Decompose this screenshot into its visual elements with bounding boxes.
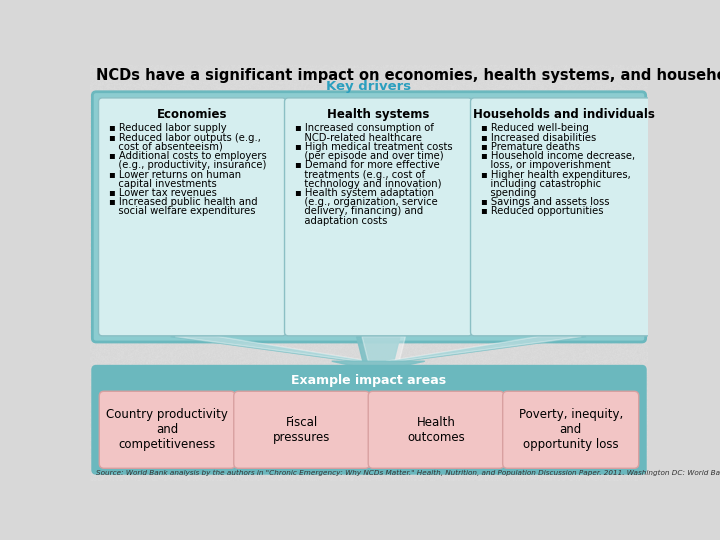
Text: ▪ Lower tax revenues: ▪ Lower tax revenues — [109, 188, 217, 198]
Text: Households and individuals: Households and individuals — [473, 108, 655, 121]
Text: ▪ Additional costs to employers: ▪ Additional costs to employers — [109, 151, 266, 161]
Text: Key drivers: Key drivers — [326, 80, 412, 93]
Text: ▪ Demand for more effective: ▪ Demand for more effective — [294, 160, 439, 170]
Text: adaptation costs: adaptation costs — [294, 215, 387, 226]
Text: ▪ Reduced labor supply: ▪ Reduced labor supply — [109, 123, 226, 133]
Text: including catastrophic: including catastrophic — [481, 179, 600, 189]
Text: NCD-related healthcare: NCD-related healthcare — [294, 132, 422, 143]
Text: ▪ Increased disabilities: ▪ Increased disabilities — [481, 132, 596, 143]
Polygon shape — [356, 336, 400, 361]
Polygon shape — [386, 336, 581, 361]
Text: ▪ Savings and assets loss: ▪ Savings and assets loss — [481, 197, 609, 207]
Text: NCDs have a significant impact on economies, health systems, and households: NCDs have a significant impact on econom… — [96, 68, 720, 83]
Text: Fiscal
pressures: Fiscal pressures — [273, 416, 330, 444]
Text: ▪ Lower returns on human: ▪ Lower returns on human — [109, 170, 240, 179]
Polygon shape — [175, 336, 371, 361]
Text: Example impact areas: Example impact areas — [292, 374, 446, 387]
Text: treatments (e.g., cost of: treatments (e.g., cost of — [294, 170, 425, 179]
FancyBboxPatch shape — [92, 92, 646, 342]
Text: ▪ Household income decrease,: ▪ Household income decrease, — [481, 151, 635, 161]
Polygon shape — [332, 361, 425, 372]
Text: ▪ Increased public health and: ▪ Increased public health and — [109, 197, 257, 207]
Text: ▪ Higher health expenditures,: ▪ Higher health expenditures, — [481, 170, 630, 179]
FancyBboxPatch shape — [92, 366, 646, 474]
Text: ▪ High medical treatment costs: ▪ High medical treatment costs — [294, 142, 452, 152]
Text: ▪ Reduced opportunities: ▪ Reduced opportunities — [481, 206, 603, 217]
FancyBboxPatch shape — [503, 392, 639, 468]
Text: spending: spending — [481, 188, 536, 198]
Text: social welfare expenditures: social welfare expenditures — [109, 206, 255, 217]
Text: ▪ Reduced well-being: ▪ Reduced well-being — [481, 123, 588, 133]
FancyBboxPatch shape — [99, 392, 235, 468]
Text: (e.g., productivity, insurance): (e.g., productivity, insurance) — [109, 160, 266, 170]
Polygon shape — [391, 336, 586, 361]
Text: ▪ Premature deaths: ▪ Premature deaths — [481, 142, 580, 152]
Text: loss, or impoverishment: loss, or impoverishment — [481, 160, 611, 170]
Text: Health systems: Health systems — [327, 108, 430, 121]
FancyBboxPatch shape — [368, 392, 504, 468]
Polygon shape — [362, 336, 405, 361]
Polygon shape — [171, 336, 366, 361]
Text: ▪ Increased consumption of: ▪ Increased consumption of — [294, 123, 433, 133]
Text: ▪ Reduced labor outputs (e.g.,: ▪ Reduced labor outputs (e.g., — [109, 132, 261, 143]
Text: delivery, financing) and: delivery, financing) and — [294, 206, 423, 217]
Text: Country productivity
and
competitiveness: Country productivity and competitiveness — [107, 408, 228, 451]
Text: (e.g., organization, service: (e.g., organization, service — [294, 197, 437, 207]
Text: (per episode and over time): (per episode and over time) — [294, 151, 444, 161]
Text: Source: World Bank analysis by the authors in "Chronic Emergency: Why NCDs Matte: Source: World Bank analysis by the autho… — [96, 470, 720, 476]
Text: Health
outcomes: Health outcomes — [408, 416, 465, 444]
Text: Economies: Economies — [157, 108, 228, 121]
FancyBboxPatch shape — [284, 98, 472, 336]
FancyBboxPatch shape — [99, 98, 286, 336]
Text: Poverty, inequity,
and
opportunity loss: Poverty, inequity, and opportunity loss — [518, 408, 623, 451]
FancyBboxPatch shape — [234, 392, 370, 468]
Text: cost of absenteeism): cost of absenteeism) — [109, 142, 222, 152]
Text: ▪ Health system adaptation: ▪ Health system adaptation — [294, 188, 433, 198]
Text: technology and innovation): technology and innovation) — [294, 179, 441, 189]
FancyBboxPatch shape — [471, 98, 658, 336]
Text: capital investments: capital investments — [109, 179, 216, 189]
